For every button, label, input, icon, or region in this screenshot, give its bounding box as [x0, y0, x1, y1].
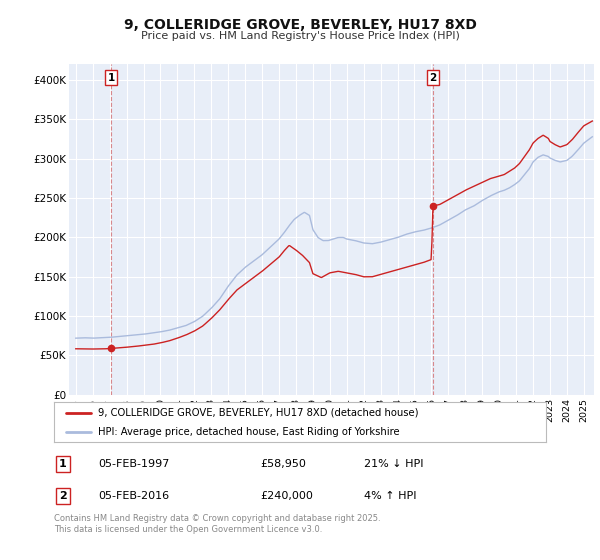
- Text: £58,950: £58,950: [260, 459, 307, 469]
- Text: 2: 2: [59, 491, 67, 501]
- Text: 2: 2: [430, 73, 437, 83]
- Text: 05-FEB-1997: 05-FEB-1997: [98, 459, 170, 469]
- Text: 21% ↓ HPI: 21% ↓ HPI: [364, 459, 424, 469]
- Text: 1: 1: [59, 459, 67, 469]
- Text: Price paid vs. HM Land Registry's House Price Index (HPI): Price paid vs. HM Land Registry's House …: [140, 31, 460, 41]
- Text: 05-FEB-2016: 05-FEB-2016: [98, 491, 169, 501]
- Text: Contains HM Land Registry data © Crown copyright and database right 2025.
This d: Contains HM Land Registry data © Crown c…: [54, 514, 380, 534]
- Text: 9, COLLERIDGE GROVE, BEVERLEY, HU17 8XD: 9, COLLERIDGE GROVE, BEVERLEY, HU17 8XD: [124, 18, 476, 32]
- Text: 4% ↑ HPI: 4% ↑ HPI: [364, 491, 416, 501]
- Text: 1: 1: [107, 73, 115, 83]
- Text: £240,000: £240,000: [260, 491, 314, 501]
- Text: 9, COLLERIDGE GROVE, BEVERLEY, HU17 8XD (detached house): 9, COLLERIDGE GROVE, BEVERLEY, HU17 8XD …: [98, 408, 419, 418]
- Text: HPI: Average price, detached house, East Riding of Yorkshire: HPI: Average price, detached house, East…: [98, 427, 400, 436]
